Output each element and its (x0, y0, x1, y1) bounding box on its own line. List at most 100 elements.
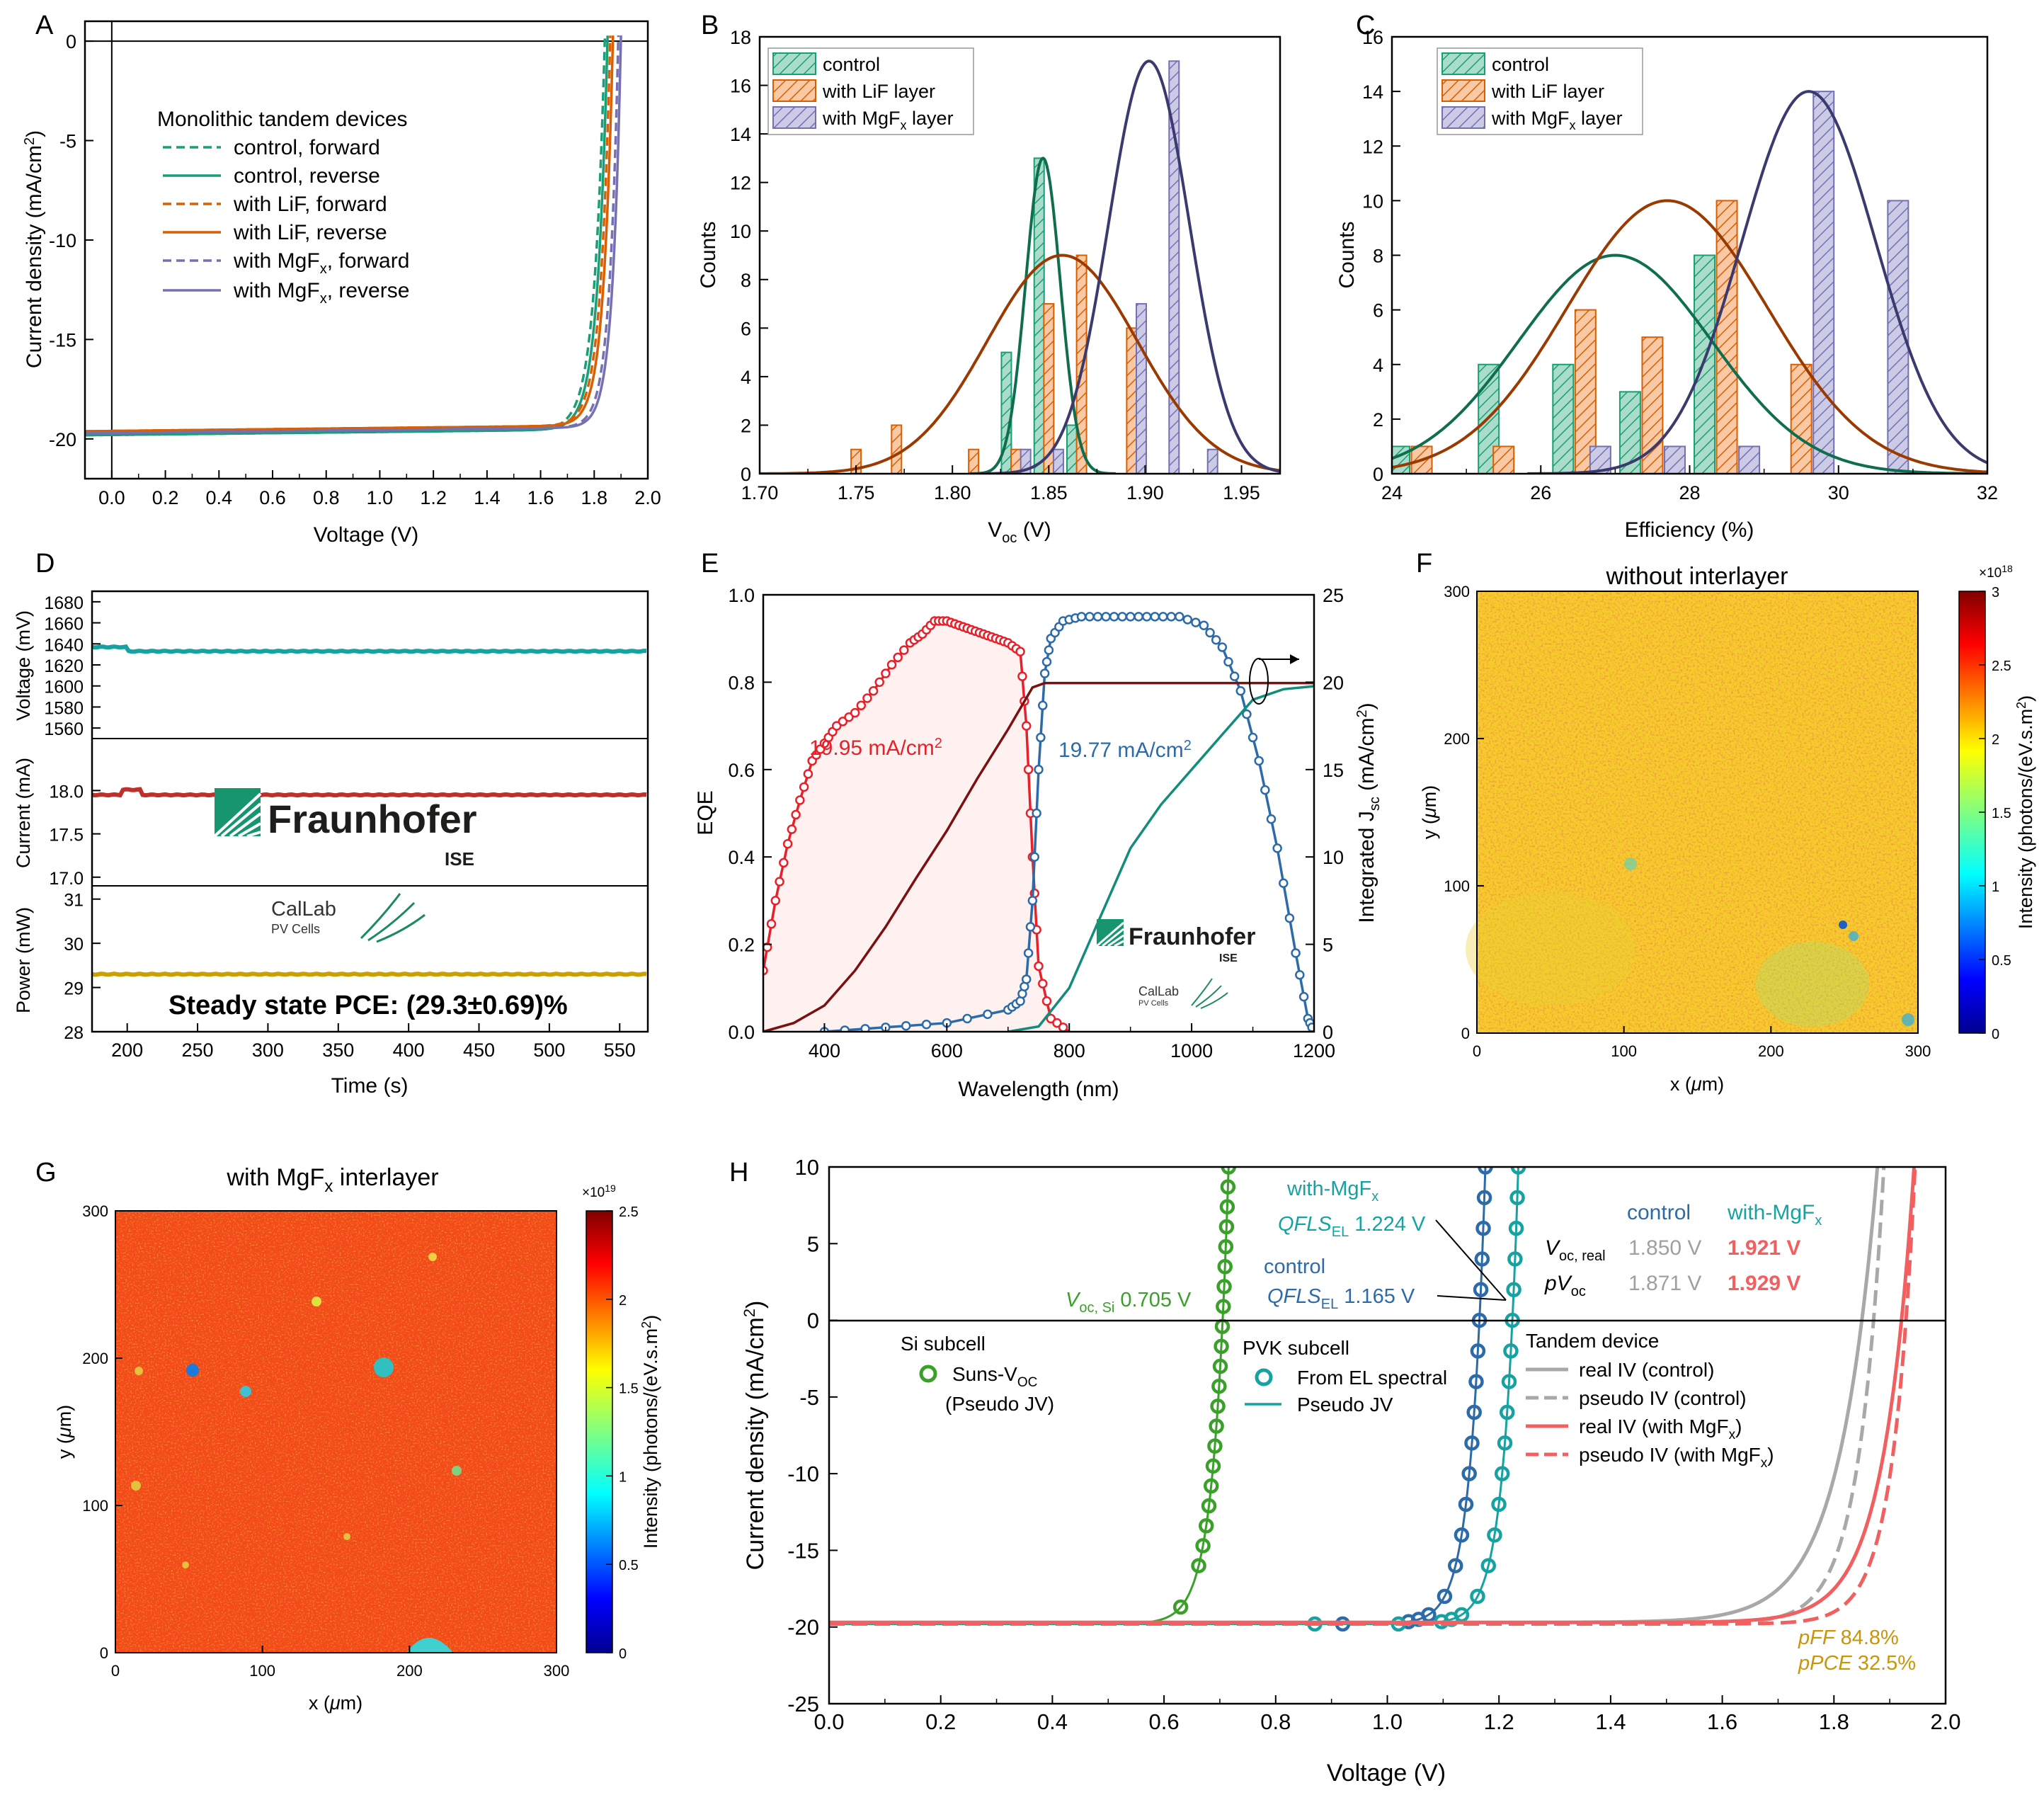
panel-h-xlabel: Voltage (V) (1327, 1760, 1446, 1787)
y-tick-label: 1600 (44, 678, 84, 697)
data-point (860, 1024, 870, 1032)
bar (1715, 200, 1738, 474)
x-tick-label: 350 (322, 1039, 354, 1061)
data-point (1466, 1404, 1482, 1420)
legend-si-title: Si subcell (901, 1333, 986, 1355)
bar (1066, 424, 1078, 474)
data-point (1036, 732, 1046, 743)
y-tick-label: 20 (1323, 672, 1344, 693)
y-tick-label: 1620 (44, 656, 84, 676)
series-line (85, 35, 609, 437)
data-point (840, 1025, 850, 1032)
data-point (1470, 1588, 1485, 1605)
data-point (1198, 1518, 1214, 1534)
y-tick-label: 0 (1323, 1022, 1333, 1043)
x-tick-label: 24 (1381, 482, 1403, 503)
x-tick-label: 1.90 (1126, 482, 1164, 503)
series-line (91, 787, 647, 798)
data-point (791, 809, 801, 820)
fraunhofer-logo-mark (213, 788, 262, 838)
legend-item: with MgFx layer (1491, 108, 1623, 132)
panel-d-frame (91, 590, 649, 1033)
data-point (1199, 620, 1209, 630)
table-header-control: control (1627, 1201, 1691, 1224)
data-point (838, 717, 848, 727)
legend-item: with MgFx, reverse (233, 279, 409, 307)
callab-small-text: CalLab (1138, 984, 1179, 998)
series-line (91, 644, 647, 654)
data-point (1235, 685, 1246, 696)
panel-e: 400 600 800 1000 1200 0.0 0.2 0.4 0.6 0.8 1.0 0 5 10 1… (694, 585, 1383, 1101)
panel-h-legend-tandem: Tandem device real IV (control) pseudo I… (1526, 1330, 1774, 1471)
data-point (1284, 913, 1295, 923)
data-point (1195, 1538, 1211, 1554)
panel-d-ylabel-voltage: Voltage (mV) (13, 610, 34, 721)
data-point (1203, 1478, 1219, 1494)
colorbar-tick-label: 0.5 (1992, 953, 2011, 969)
legend-title: Monolithic tandem devices (157, 108, 408, 131)
data-point (1216, 1279, 1232, 1294)
y-tick-label: -15 (49, 329, 76, 351)
panel-label-b: B (701, 11, 719, 40)
fit-curve (1392, 254, 1987, 474)
data-point (1242, 709, 1252, 719)
data-point (1508, 1220, 1524, 1236)
panel-label-c: C (1356, 11, 1375, 40)
y-tick-label: 5 (807, 1231, 819, 1256)
data-point (1214, 1338, 1229, 1355)
y-tick-label: 12 (1362, 136, 1383, 157)
x-tick-label: 1.8 (1819, 1709, 1849, 1734)
heatmap-f-texture (1477, 591, 1918, 1033)
panel-b-legend: control with LiF layer with MgFx layer (767, 47, 974, 135)
data-point (1191, 617, 1201, 627)
data-point (1499, 1404, 1515, 1420)
x-tick-label: 1000 (1170, 1040, 1213, 1061)
data-point (1172, 1599, 1189, 1615)
legend-pseudo-jv-si: (Pseudo JV) (945, 1393, 1054, 1415)
panel-a-legend: Monolithic tandem devices control, forwa… (157, 108, 409, 307)
x-tick-label: 800 (1054, 1040, 1085, 1061)
x-tick-label: 1.80 (934, 482, 971, 503)
bar (1126, 327, 1138, 474)
x-tick-label: 2.0 (634, 487, 661, 508)
x-tick-label: 600 (931, 1040, 963, 1061)
data-point (1015, 646, 1025, 656)
x-tick-label: 2.0 (1930, 1709, 1960, 1734)
colorbar-f-exponent: ×1018 (1979, 563, 2013, 581)
data-point (850, 707, 860, 718)
data-point (779, 858, 789, 868)
colorbar-tick-label: 0 (1992, 1027, 1999, 1042)
y-tick-label: 16 (1362, 27, 1383, 48)
x-tick-label: 1.8 (581, 487, 608, 508)
y-tick-label: 0 (807, 1309, 819, 1333)
data-point (1476, 1190, 1492, 1206)
data-point (1207, 1438, 1223, 1454)
x-tick-label: 500 (533, 1039, 565, 1061)
data-point (1272, 843, 1282, 853)
callab-logo: CalLab PV Cells (271, 893, 426, 943)
y-tick-label: 0 (66, 31, 76, 52)
data-point (1027, 896, 1038, 906)
legend-tandem-title: Tandem device (1526, 1330, 1659, 1352)
legend-pvk-title: PVK subcell (1243, 1337, 1349, 1359)
data-point (1092, 612, 1103, 622)
panel-e-ylabel: EQE (694, 790, 717, 835)
data-point (1291, 948, 1301, 958)
y-tick-label: -5 (799, 1385, 819, 1410)
data-point (803, 769, 813, 779)
series-line (829, 1167, 1487, 1625)
table-voc-mgfx: 1.921 V (1728, 1236, 1800, 1260)
bar (1790, 363, 1812, 474)
data-point (1501, 1374, 1517, 1389)
legend-suns-voc: Suns-VOC (952, 1363, 1037, 1390)
bar (1663, 445, 1686, 474)
x-tick-label: 1.0 (1372, 1709, 1403, 1734)
data-point (1219, 1199, 1235, 1215)
legend-item: control (1492, 54, 1549, 75)
data-point (1038, 979, 1048, 989)
legend-item: with LiF, reverse (233, 221, 387, 244)
data-point (899, 645, 909, 655)
data-point (1266, 814, 1277, 824)
colorbar-f-label: Intensity (photons/(eV.s.m2) (2014, 695, 2036, 929)
